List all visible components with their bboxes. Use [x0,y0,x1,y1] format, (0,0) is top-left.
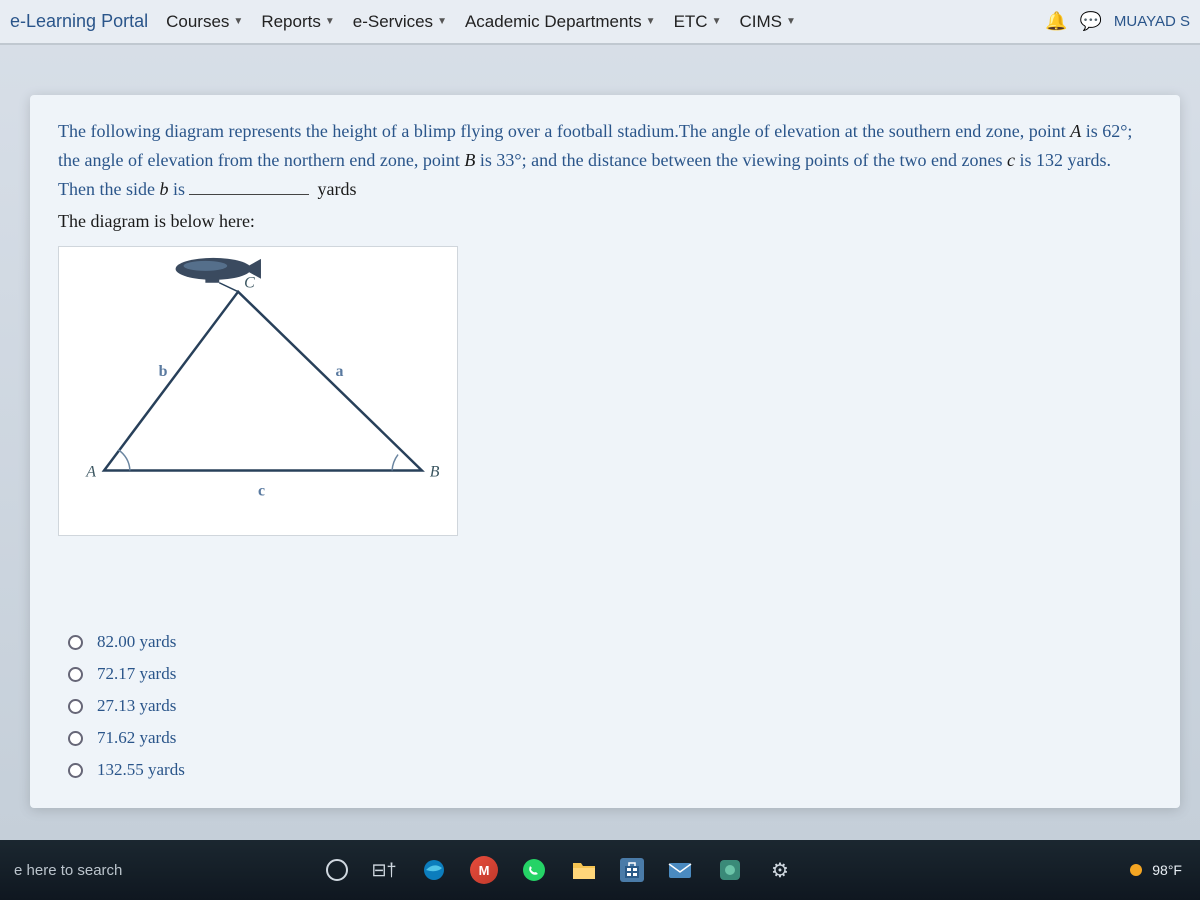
answer-label-3: 27.13 yards [97,696,176,716]
answer-label-4: 71.62 yards [97,728,176,748]
nav-courses-label: Courses [166,12,229,32]
question-text: The following diagram represents the hei… [58,117,1152,203]
angle-b-text: is 33°; and the distance between the vie… [475,150,1007,170]
answer-option-2[interactable]: 72.17 yards [68,658,1152,690]
cortana-icon[interactable] [326,859,348,881]
svg-text:A: A [85,464,96,481]
svg-text:a: a [335,363,343,380]
nav-academic-departments[interactable]: Academic Departments ▼ [465,12,656,32]
settings-icon[interactable]: ⚙ [766,856,794,884]
svg-text:c: c [258,483,265,500]
nav-cims[interactable]: CIMS ▼ [739,12,795,32]
screen-area: e-Learning Portal Courses ▼ Reports ▼ e-… [0,0,1200,840]
user-name[interactable]: MUAYAD S [1114,13,1190,30]
edge-icon[interactable] [420,856,448,884]
answer-label-1: 82.00 yards [97,632,176,652]
task-view-icon[interactable]: ⊟† [370,856,398,884]
diagram-caption: The diagram is below here: [58,211,1152,232]
answer-option-1[interactable]: 82.00 yards [68,626,1152,658]
triangle-diagram: A B Ca b c [58,246,458,536]
question-content: The following diagram represents the hei… [30,95,1180,808]
bell-icon[interactable]: 🔔 [1045,11,1067,32]
radio-icon [68,731,83,746]
svg-text:B: B [430,464,440,481]
point-b: B [464,150,475,170]
side-c: c [1007,150,1015,170]
nav-etc[interactable]: ETC ▼ [674,12,722,32]
app-m-icon[interactable]: M [470,856,498,884]
svg-text:C: C [244,275,255,292]
nav-cims-label: CIMS [739,12,782,32]
top-navigation: e-Learning Portal Courses ▼ Reports ▼ e-… [0,0,1200,45]
search-box[interactable]: e here to search [6,862,306,879]
answer-label-5: 132.55 yards [97,760,185,780]
file-explorer-icon[interactable] [570,856,598,884]
portal-title: e-Learning Portal [10,11,148,32]
radio-icon [68,667,83,682]
answer-option-3[interactable]: 27.13 yards [68,690,1152,722]
microsoft-store-icon[interactable] [620,858,644,882]
chevron-down-icon: ▼ [325,16,335,27]
unit-text: yards [313,179,357,199]
windows-taskbar: e here to search ⊟† M ⚙ 98°F [0,840,1200,900]
radio-icon [68,699,83,714]
nav-eservices[interactable]: e-Services ▼ [353,12,447,32]
question-intro: The following diagram represents the hei… [58,121,1070,141]
nav-courses[interactable]: Courses ▼ [166,12,243,32]
chevron-down-icon: ▼ [437,16,447,27]
answer-option-4[interactable]: 71.62 yards [68,722,1152,754]
answer-options: 82.00 yards 72.17 yards 27.13 yards 71.6… [58,626,1152,786]
answer-blank [189,194,309,195]
radio-icon [68,635,83,650]
whatsapp-icon[interactable] [520,856,548,884]
svg-text:b: b [159,363,168,380]
nav-academic-departments-label: Academic Departments [465,12,642,32]
chevron-down-icon: ▼ [233,16,243,27]
nav-reports[interactable]: Reports ▼ [261,12,334,32]
question-tail: is [168,179,185,199]
radio-icon [68,763,83,778]
answer-label-2: 72.17 yards [97,664,176,684]
mail-icon[interactable] [666,856,694,884]
weather-icon [1130,864,1142,876]
chevron-down-icon: ▼ [712,16,722,27]
weather-text[interactable]: 98°F [1152,862,1182,878]
chevron-down-icon: ▼ [646,16,656,27]
chat-icon[interactable]: 💬 [1079,11,1101,32]
nav-etc-label: ETC [674,12,708,32]
nav-eservices-label: e-Services [353,12,433,32]
nav-reports-label: Reports [261,12,321,32]
point-a: A [1070,121,1081,141]
chevron-down-icon: ▼ [786,16,796,27]
pinned-app-icon[interactable] [716,856,744,884]
answer-option-5[interactable]: 132.55 yards [68,754,1152,786]
